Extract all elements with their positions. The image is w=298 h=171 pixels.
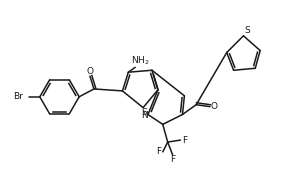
- Text: F: F: [156, 147, 162, 156]
- Text: S: S: [244, 26, 250, 35]
- Text: N: N: [141, 111, 148, 120]
- Text: O: O: [210, 102, 218, 111]
- Text: O: O: [86, 67, 94, 76]
- Text: F: F: [170, 155, 175, 164]
- Text: S: S: [141, 108, 147, 117]
- Text: NH$_2$: NH$_2$: [131, 54, 150, 67]
- Text: Br: Br: [13, 92, 23, 101]
- Text: F: F: [182, 136, 187, 145]
